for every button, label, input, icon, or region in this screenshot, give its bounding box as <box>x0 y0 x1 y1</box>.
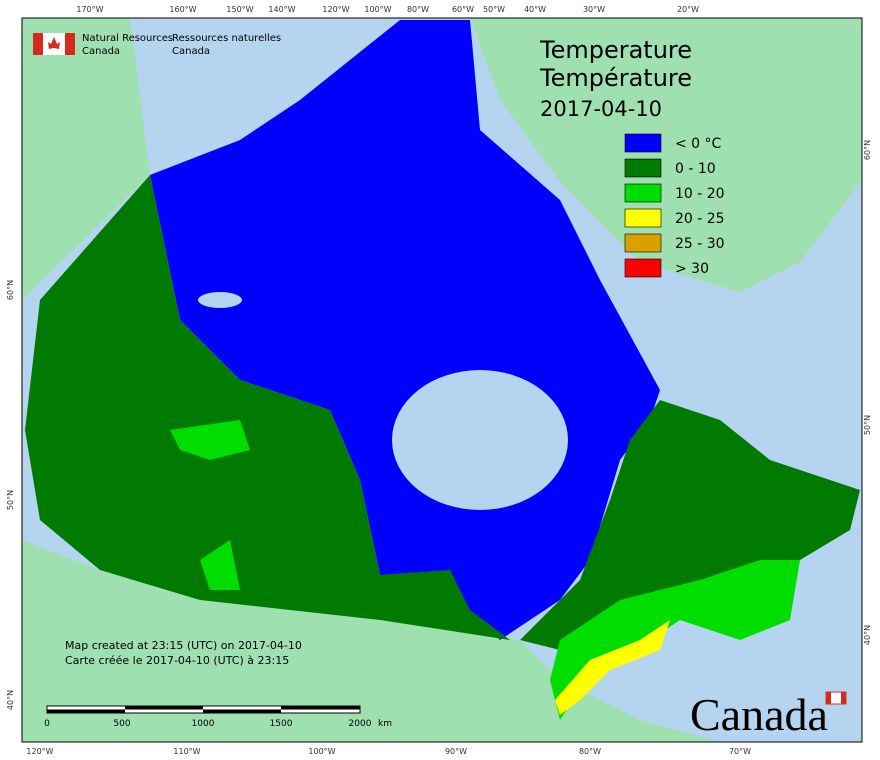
graticule-label: 100°W <box>308 747 335 756</box>
graticule-label: 60°N <box>6 280 15 300</box>
graticule-label: 50°N <box>6 490 15 510</box>
region-warm <box>170 420 250 460</box>
graticule-label: 50°W <box>483 5 505 14</box>
greenland <box>470 18 862 292</box>
alaska <box>22 18 150 300</box>
legend-swatch <box>624 183 662 203</box>
graticule-label: 150°W <box>226 5 253 14</box>
scale-label: 2000 <box>349 719 372 729</box>
scale-label: 500 <box>113 719 130 729</box>
title-fr: Température <box>539 64 692 92</box>
frame <box>21 17 863 743</box>
graticule-label: 40°N <box>863 625 872 645</box>
basemap <box>21 17 863 743</box>
graticule-label: 80°W <box>407 5 429 14</box>
legend-label: 20 - 25 <box>675 211 725 227</box>
title-en: Temperature <box>539 36 692 64</box>
scale-unit: km <box>378 719 392 729</box>
scale-segment <box>281 706 360 710</box>
flag-bar <box>841 692 846 704</box>
region-southeast <box>550 560 800 720</box>
scale-label: 1000 <box>192 719 215 729</box>
scale-label: 0 <box>44 719 50 729</box>
scale-label: 1500 <box>270 719 293 729</box>
legend-swatch <box>624 258 662 278</box>
graticule-label: 110°W <box>173 747 200 756</box>
graticule-label: 30°W <box>583 5 605 14</box>
graticule-label: 60°W <box>452 5 474 14</box>
hudson-bay <box>392 370 568 510</box>
scale-bar <box>46 705 361 714</box>
org-en: Canada <box>82 46 120 57</box>
region-warm <box>200 540 240 590</box>
legend-swatch <box>624 208 662 228</box>
region-west <box>25 175 510 640</box>
legend-label: > 30 <box>675 261 709 277</box>
org-en: Natural Resources <box>82 33 173 44</box>
graticule-label: 20°W <box>677 5 699 14</box>
graticule-label: 140°W <box>268 5 295 14</box>
graticule-label: 60°N <box>863 140 872 160</box>
graticule-label: 170°W <box>76 5 103 14</box>
legend-swatch <box>624 133 662 153</box>
flag-bar <box>826 692 831 704</box>
graticule-label: 120°W <box>322 5 349 14</box>
graticule-label: 100°W <box>364 5 391 14</box>
region-hot <box>555 620 670 715</box>
wordmark: Canada <box>690 689 847 740</box>
graticule-label: 80°W <box>579 747 601 756</box>
org-fr: Canada <box>172 46 210 57</box>
lake <box>198 292 242 308</box>
credit-en: Map created at 23:15 (UTC) on 2017-04-10 <box>65 639 302 652</box>
graticule-label: 40°N <box>6 690 15 710</box>
credit-fr: Carte créée le 2017-04-10 (UTC) à 23:15 <box>65 654 289 667</box>
legend-label: 10 - 20 <box>675 186 725 202</box>
title-date: 2017-04-10 <box>540 97 662 121</box>
graticule-label: 160°W <box>169 5 196 14</box>
legend-label: 0 - 10 <box>675 161 716 177</box>
scale-segment <box>125 706 203 710</box>
scale-segment <box>47 709 125 713</box>
graticule-label: 40°W <box>524 5 546 14</box>
legend-label: 25 - 30 <box>675 236 725 252</box>
maple-leaf <box>48 37 60 49</box>
region-east <box>520 400 860 650</box>
legend-swatch <box>624 158 662 178</box>
legend-label: < 0 °C <box>675 136 722 152</box>
graticule-label: 50°N <box>863 415 872 435</box>
graticule-label: 90°W <box>445 747 467 756</box>
graticule-label: 70°W <box>729 747 751 756</box>
legend-swatch <box>624 233 662 253</box>
graticule-label: 120°W <box>26 747 53 756</box>
logo: Natural Resources Canada Ressources natu… <box>33 33 281 57</box>
flag-bar <box>33 33 43 55</box>
flag-bar <box>65 33 75 55</box>
wordmark-text: Canada <box>690 689 828 740</box>
org-fr: Ressources naturelles <box>172 33 281 44</box>
scale-segment <box>203 709 281 713</box>
